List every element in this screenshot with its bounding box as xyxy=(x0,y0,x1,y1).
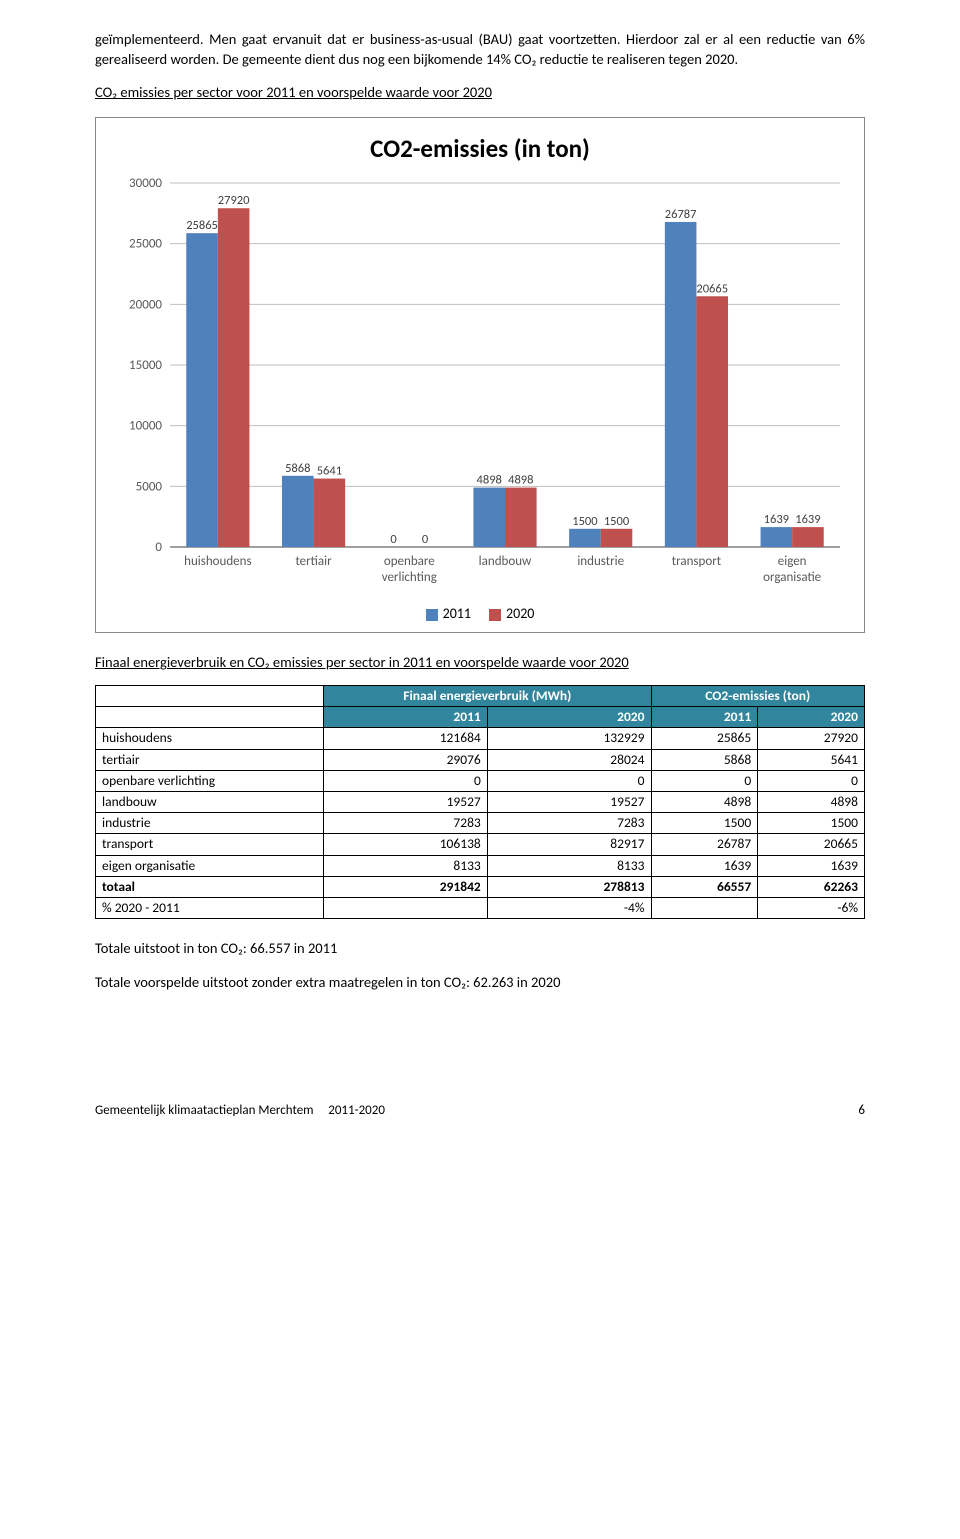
svg-text:eigen: eigen xyxy=(778,554,807,569)
svg-text:openbare: openbare xyxy=(384,554,435,569)
page-footer: Gemeentelijk klimaatactieplan Merchtem 2… xyxy=(95,1102,865,1120)
svg-text:5641: 5641 xyxy=(317,464,342,479)
chart-title: CO2-emissies (in ton) xyxy=(110,132,850,166)
totaal-2011-line: Totale uitstoot in ton CO₂: 66.557 in 20… xyxy=(95,939,865,959)
svg-text:industrie: industrie xyxy=(577,554,624,569)
svg-text:1500: 1500 xyxy=(604,514,630,529)
svg-text:organisatie: organisatie xyxy=(763,570,821,585)
th-energie: Finaal energieverbruik (MWh) xyxy=(324,685,651,706)
table-row: huishoudens1216841329292586527920 xyxy=(96,728,865,749)
co2-bar-chart: 0500010000150002000025000300002586527920… xyxy=(110,177,850,597)
svg-text:25865: 25865 xyxy=(186,219,218,234)
svg-text:4898: 4898 xyxy=(508,473,533,488)
legend-label-2011: 2011 xyxy=(443,605,471,622)
table-row: transport106138829172678720665 xyxy=(96,834,865,855)
svg-text:25000: 25000 xyxy=(129,237,162,252)
svg-text:26787: 26787 xyxy=(665,207,697,222)
svg-text:20000: 20000 xyxy=(129,298,162,313)
table-row-pct: % 2020 - 2011-4%-6% xyxy=(96,898,865,919)
legend-item-2011: 2011 xyxy=(426,605,471,624)
svg-text:transport: transport xyxy=(672,554,722,569)
svg-text:5868: 5868 xyxy=(285,461,310,476)
page-number: 6 xyxy=(858,1102,865,1120)
table-row: openbare verlichting0000 xyxy=(96,770,865,791)
table-year: 2011 xyxy=(324,707,488,728)
svg-text:20665: 20665 xyxy=(696,282,728,297)
svg-text:1639: 1639 xyxy=(795,513,820,528)
svg-text:10000: 10000 xyxy=(129,419,162,434)
table-row: eigen organisatie8133813316391639 xyxy=(96,855,865,876)
totaal-2020-line: Totale voorspelde uitstoot zonder extra … xyxy=(95,973,865,993)
svg-text:0: 0 xyxy=(155,540,162,555)
table-row: industrie7283728315001500 xyxy=(96,813,865,834)
svg-text:5000: 5000 xyxy=(136,480,163,495)
svg-text:0: 0 xyxy=(390,532,397,547)
co2-chart-container: CO2-emissies (in ton) 050001000015000200… xyxy=(95,117,865,634)
table-row-total: totaal2918422788136655762263 xyxy=(96,876,865,897)
legend-label-2020: 2020 xyxy=(506,605,534,622)
svg-text:1500: 1500 xyxy=(572,514,598,529)
svg-text:tertiair: tertiair xyxy=(295,554,332,569)
intro-paragraph: geïmplementeerd. Men gaat ervanuit dat e… xyxy=(95,30,865,69)
svg-text:huishoudens: huishoudens xyxy=(184,554,251,569)
svg-text:15000: 15000 xyxy=(129,358,162,373)
energy-co2-table: Finaal energieverbruik (MWh) CO2-emissie… xyxy=(95,685,865,919)
footer-period: 2011-2020 xyxy=(328,1103,385,1118)
table-year: 2020 xyxy=(487,707,651,728)
table-year: 2020 xyxy=(758,707,865,728)
svg-text:4898: 4898 xyxy=(477,473,502,488)
svg-text:verlichting: verlichting xyxy=(382,570,437,585)
table-row: tertiair290762802458685641 xyxy=(96,749,865,770)
svg-text:0: 0 xyxy=(422,532,429,547)
svg-text:30000: 30000 xyxy=(129,177,162,191)
table-row: landbouw195271952748984898 xyxy=(96,791,865,812)
chart-legend: 2011 2020 xyxy=(110,605,850,624)
legend-item-2020: 2020 xyxy=(489,605,534,624)
chart-caption: CO₂ emissies per sector voor 2011 en voo… xyxy=(95,83,865,103)
svg-text:landbouw: landbouw xyxy=(479,554,532,569)
th-co2: CO2-emissies (ton) xyxy=(651,685,865,706)
table-year: 2011 xyxy=(651,707,758,728)
svg-text:27920: 27920 xyxy=(218,194,250,209)
table-caption: Finaal energieverbruik en CO₂ emissies p… xyxy=(95,653,865,673)
svg-text:1639: 1639 xyxy=(764,513,789,528)
footer-title: Gemeentelijk klimaatactieplan Merchtem xyxy=(95,1103,314,1118)
